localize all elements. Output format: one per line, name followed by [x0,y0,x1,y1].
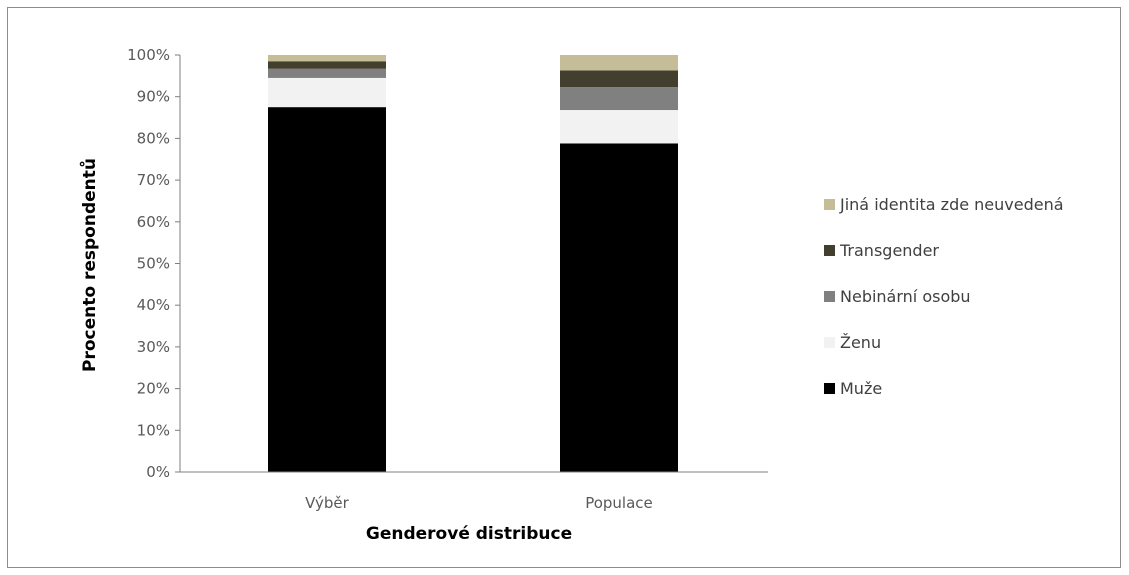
bar-segment [268,107,386,472]
y-axis: 0% 10% 20% 30% 40% 50% 60% 70% 80% 90% 100% [127,46,181,481]
bar-segment [560,55,678,71]
legend: Jiná identita zde neuvedená Transgender Ne… [824,195,1064,398]
bar-segment [268,68,386,78]
legend-swatch [824,199,835,210]
x-tick-label: Výběr [305,494,349,512]
legend-swatch [824,245,835,256]
y-tick-label: 20% [137,380,170,398]
bar-segment [560,110,678,144]
y-tick-label: 30% [137,338,170,356]
bars [268,55,678,473]
legend-swatch [824,337,835,348]
y-tick-label: 40% [137,296,170,314]
y-tick-label: 100% [127,46,170,64]
chart-frame: 0% 10% 20% 30% 40% 50% 60% 70% 80% 90% 100% Výběr P… [7,7,1121,568]
y-tick-label: 50% [137,255,170,273]
y-tick-label: 80% [137,129,170,147]
x-axis-title: Genderové distribuce [366,524,572,544]
bar-segment [560,143,678,473]
y-tick-label: 0% [146,463,170,481]
legend-entry-label: Ženu [840,333,881,352]
legend-entry-label: Muže [840,379,882,398]
legend-swatch [824,383,835,394]
y-axis-title: Procento respondentů [78,158,100,372]
bar-segment [268,55,386,62]
bar-segment [560,70,678,88]
legend-entry-label: Jiná identita zde neuvedená [839,195,1064,214]
bar-segment [268,61,386,69]
bar-segment [560,87,678,111]
x-axis: Výběr Populace [180,471,768,512]
bar-segment [268,77,386,108]
y-tick-label: 60% [137,213,170,231]
y-tick-label: 90% [137,88,170,106]
stacked-bar-chart: 0% 10% 20% 30% 40% 50% 60% 70% 80% 90% 100% Výběr P… [78,46,1064,544]
legend-swatch [824,291,835,302]
y-tick-label: 10% [137,421,170,439]
x-tick-label: Populace [585,494,653,512]
legend-entry-label: Nebinární osobu [840,287,971,306]
y-tick-label: 70% [137,171,170,189]
legend-entry-label: Transgender [839,241,939,260]
